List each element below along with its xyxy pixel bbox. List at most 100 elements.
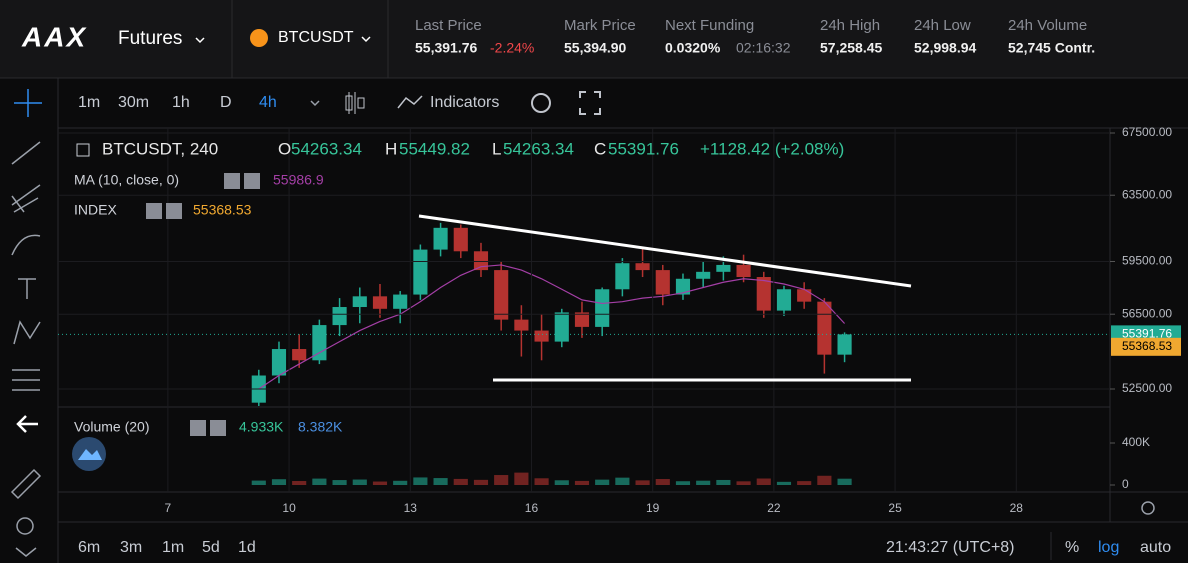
remove-button[interactable] bbox=[210, 420, 226, 436]
volume-bar bbox=[574, 480, 590, 485]
x-tick-label: 10 bbox=[282, 501, 296, 515]
volume-bar bbox=[595, 479, 610, 485]
fullscreen-icon[interactable] bbox=[579, 91, 601, 115]
candle-body bbox=[595, 289, 610, 327]
candle-body bbox=[514, 319, 529, 331]
candle-body bbox=[736, 264, 751, 278]
legend-text[interactable]: MA (10, close, 0) bbox=[74, 172, 179, 188]
remove-button[interactable] bbox=[244, 173, 260, 189]
stat-value: 0.0320% bbox=[665, 40, 721, 56]
volume-bar bbox=[473, 479, 489, 485]
candle-body bbox=[413, 249, 428, 295]
candle-body bbox=[675, 278, 691, 295]
stat-value: 55,391.76 bbox=[415, 40, 477, 56]
volume-bar bbox=[514, 472, 529, 485]
stat-value: 52,998.94 bbox=[914, 40, 976, 56]
volume-tick-label: 0 bbox=[1122, 477, 1129, 491]
volume-bar bbox=[352, 479, 367, 485]
interval-button[interactable]: 1m bbox=[78, 94, 100, 111]
range-button[interactable]: 5d bbox=[202, 539, 220, 556]
index-price-label: 55368.53 bbox=[1122, 339, 1172, 353]
candle-body bbox=[574, 312, 590, 327]
volume-bar bbox=[696, 480, 711, 485]
percent-toggle[interactable]: % bbox=[1065, 539, 1079, 556]
ma-line bbox=[258, 264, 846, 390]
y-tick-label: 59500.00 bbox=[1122, 254, 1172, 268]
volume-bar bbox=[393, 480, 408, 485]
clock: 21:43:27 (UTC+8) bbox=[886, 539, 1015, 556]
product-menu[interactable]: Futures bbox=[118, 28, 182, 49]
indicators-button[interactable]: Indicators bbox=[430, 94, 499, 111]
stat-value: 55,394.90 bbox=[564, 40, 626, 56]
range-button[interactable]: 3m bbox=[120, 539, 142, 556]
settings-button[interactable] bbox=[190, 420, 206, 436]
volume-bar bbox=[716, 479, 731, 485]
volume-bar bbox=[837, 478, 852, 485]
candle-body bbox=[797, 289, 812, 302]
legend-text[interactable]: Volume (20) bbox=[74, 419, 149, 435]
watermark-icon bbox=[78, 449, 102, 460]
candle-body bbox=[372, 296, 388, 309]
tool-icon[interactable] bbox=[10, 468, 42, 500]
volume-bar bbox=[292, 481, 307, 485]
last-price-label: 55391.76 bbox=[1122, 327, 1172, 341]
stat-label: 24h Volume bbox=[1008, 17, 1087, 34]
volume-bar bbox=[312, 478, 327, 485]
volume-bar bbox=[453, 478, 468, 485]
settings-icon[interactable] bbox=[1141, 501, 1155, 515]
volume-bar bbox=[251, 480, 266, 485]
tool-icon[interactable] bbox=[16, 517, 34, 535]
stat-label: Last Price bbox=[415, 17, 482, 34]
interval-button[interactable]: 4h bbox=[259, 94, 277, 111]
remove-button[interactable] bbox=[166, 203, 182, 219]
x-tick-label: 25 bbox=[888, 501, 902, 515]
candle-body bbox=[615, 263, 630, 290]
tool-icon[interactable] bbox=[11, 184, 41, 213]
range-button[interactable]: 6m bbox=[78, 539, 100, 556]
trend-line[interactable] bbox=[418, 214, 912, 288]
stat-value: 57,258.45 bbox=[820, 40, 882, 56]
candle-body bbox=[776, 289, 792, 311]
collapse-icon[interactable] bbox=[76, 143, 90, 157]
chevron bbox=[361, 36, 371, 43]
volume-bar bbox=[554, 480, 569, 485]
range-button[interactable]: 1d bbox=[238, 539, 256, 556]
tool-icon[interactable] bbox=[13, 320, 41, 345]
legend-text: 55986.9 bbox=[273, 172, 324, 188]
interval-button[interactable]: D bbox=[220, 94, 232, 111]
tool-icon[interactable] bbox=[11, 141, 41, 165]
candle-body bbox=[453, 227, 468, 252]
settings-button[interactable] bbox=[224, 173, 240, 189]
log-toggle[interactable]: log bbox=[1098, 539, 1119, 556]
volume-bar bbox=[655, 479, 670, 485]
settings-button[interactable] bbox=[146, 203, 162, 219]
settings-icon[interactable] bbox=[531, 93, 551, 113]
tool-icon[interactable] bbox=[12, 369, 40, 391]
tool-icon[interactable] bbox=[11, 234, 41, 256]
symbol-menu[interactable]: BTCUSDT bbox=[278, 29, 354, 46]
interval-button[interactable]: 1h bbox=[172, 94, 190, 111]
tool-icon[interactable] bbox=[18, 278, 36, 299]
volume-bar bbox=[332, 480, 347, 485]
legend-text: 54263.34 bbox=[503, 139, 574, 158]
legend-text: 55449.82 bbox=[399, 139, 470, 158]
legend-text[interactable]: INDEX bbox=[74, 202, 117, 218]
x-tick-label: 28 bbox=[1010, 501, 1024, 515]
tool-icon[interactable] bbox=[15, 547, 37, 557]
y-tick-label: 52500.00 bbox=[1122, 381, 1172, 395]
candle-body bbox=[837, 334, 852, 355]
y-tick-label: 63500.00 bbox=[1122, 187, 1172, 201]
legend-text[interactable]: BTCUSDT, 240 bbox=[102, 139, 218, 158]
legend-text: 54263.34 bbox=[291, 139, 362, 158]
tool-icon[interactable] bbox=[16, 415, 38, 433]
chart-type-icon[interactable] bbox=[345, 92, 365, 114]
interval-button[interactable]: 30m bbox=[118, 94, 149, 111]
chevron bbox=[195, 37, 205, 44]
logo[interactable]: AAX bbox=[21, 21, 87, 52]
auto-toggle[interactable]: auto bbox=[1140, 539, 1171, 556]
candle-body bbox=[756, 277, 771, 311]
candle-body bbox=[271, 349, 287, 376]
range-button[interactable]: 1m bbox=[162, 539, 184, 556]
